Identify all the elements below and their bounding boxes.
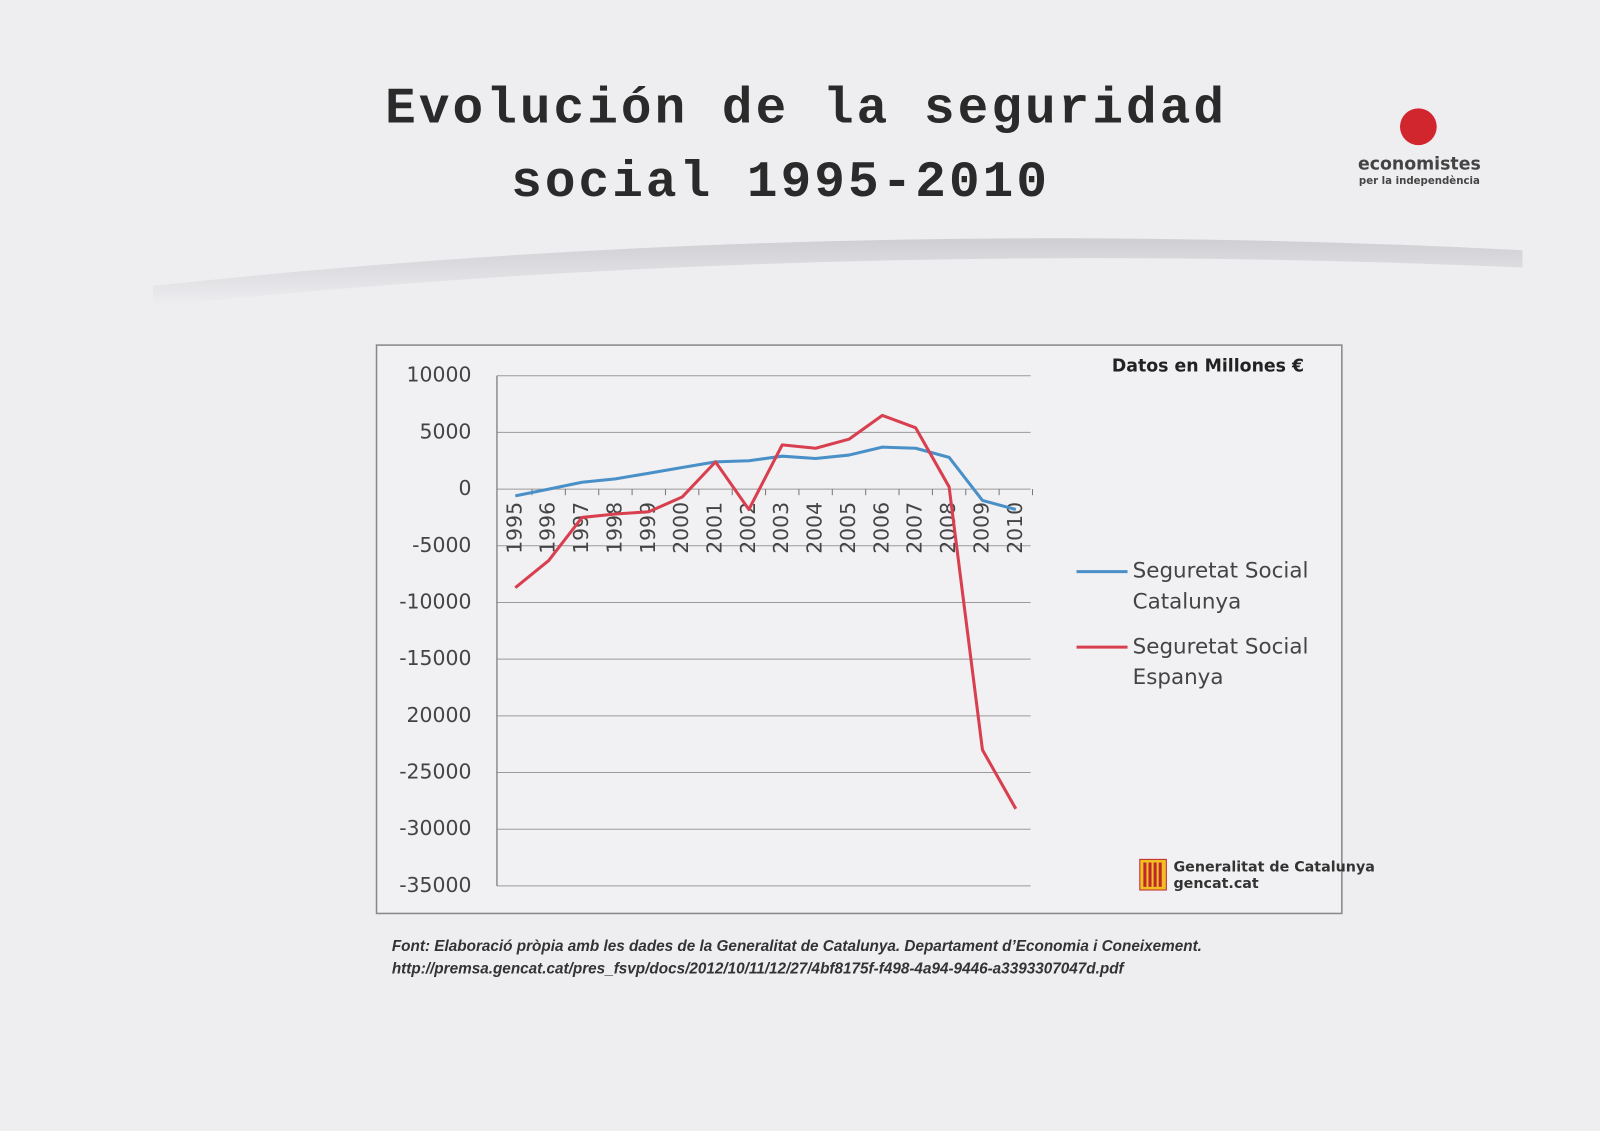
source-logo: Generalitat de Catalunya gencat.cat [1139,858,1375,892]
x-tick-label: 2006 [869,502,893,554]
x-tick-label: 2005 [836,502,860,554]
legend-label: Seguretat Social Espanya [1132,633,1309,689]
legend-label: Seguretat Social Catalunya [1132,558,1309,614]
logo: economistes per la independència [1358,108,1481,187]
footnote: http://premsa.gencat.cat/pres_fsvp/docs/… [392,961,1126,978]
logo-tagline: per la independència [1359,175,1480,187]
title-line: Evolución de la seguridad [385,82,1227,139]
x-tick-label: 2003 [769,502,793,554]
title-line: social 1995-2010 [511,155,1050,212]
y-tick-label: -25000 [399,760,471,784]
x-tick-label: 2007 [903,502,927,554]
data-line [514,413,1018,810]
data-line [515,445,1017,511]
y-tick-label: -30000 [399,816,471,840]
y-tick-label: 0 [458,476,471,500]
chart-frame [375,344,1343,915]
y-tick-label: -15000 [399,646,471,670]
logo-icon [1400,108,1437,146]
logo-name: economistes [1358,155,1481,175]
legend-entry: Seguretat Social Espanya [1132,633,1309,689]
flag-stripes [1143,862,1162,887]
x-tick-label: 1995 [502,502,526,554]
legend-entry: Seguretat Social Catalunya [1132,558,1309,614]
x-tick-label: 2004 [803,502,827,554]
annotation: Datos en Millones € [1112,357,1304,377]
y-tick-label: -10000 [399,589,471,613]
x-tick-label: 2000 [669,502,693,554]
x-tick-label: 1996 [536,502,560,554]
y-tick-label: -5000 [412,533,471,557]
swoosh [153,238,1523,307]
x-tick-label: 2001 [703,502,727,554]
y-tick-label: 10000 [407,363,472,387]
x-tick-label: 2009 [969,502,993,554]
x-tick-label: 1998 [602,502,626,554]
y-tick-label: 5000 [420,419,472,443]
footnote: Font: Elaboració pròpia amb les dades de… [392,938,1202,955]
y-tick-label: 20000 [407,703,472,727]
source-site: gencat.cat [1173,876,1258,892]
source-name: Generalitat de Catalunya [1173,860,1374,876]
y-tick-label: -35000 [399,873,471,897]
